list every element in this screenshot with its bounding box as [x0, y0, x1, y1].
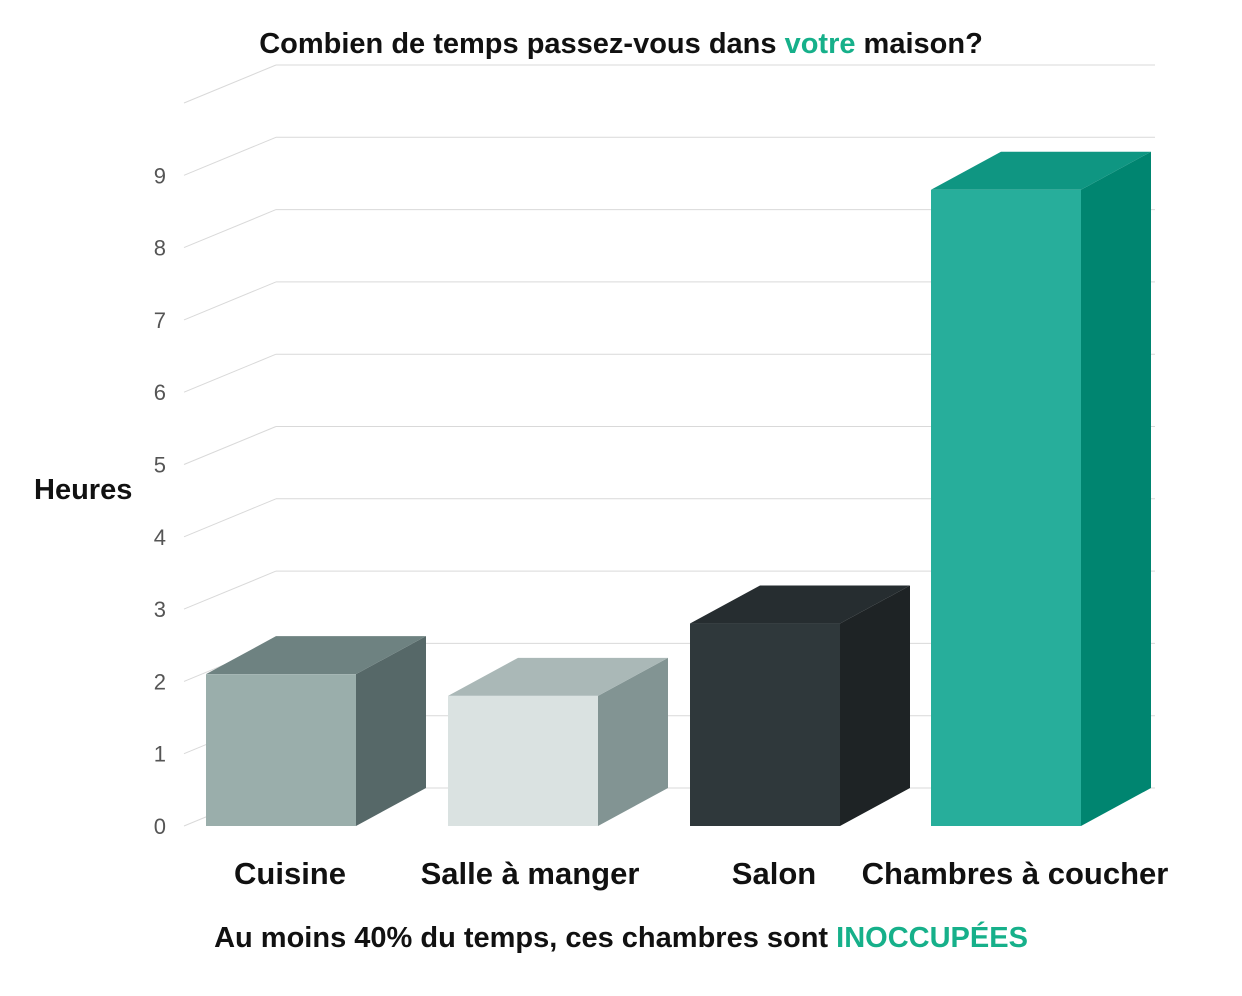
x-category-label: Cuisine [234, 856, 346, 891]
bar-front [931, 189, 1081, 826]
bar-3 [690, 585, 910, 826]
title-text-after: maison? [855, 28, 983, 60]
y-tick-label: 2 [154, 669, 166, 694]
gridline-diagonal [183, 570, 277, 610]
y-tick-label: 8 [154, 236, 166, 261]
x-axis-categories: Cuisine Salle à manger Salon Chambres à cou… [234, 856, 1168, 891]
bar-side [1081, 151, 1151, 826]
y-tick-label: 5 [154, 453, 166, 478]
x-category-label: Salon [732, 856, 816, 891]
y-tick-label: 7 [154, 308, 166, 333]
x-category-label: Chambres à coucher [862, 856, 1169, 891]
gridline-diagonal [183, 498, 277, 538]
bar-top [448, 657, 668, 696]
chart-title: Combien de temps passez-vous dans votre … [0, 28, 1242, 61]
y-axis-ticks: 0 1 2 3 4 5 6 7 8 9 [154, 163, 166, 839]
bar-4 [931, 151, 1151, 826]
bar-front [206, 674, 356, 826]
gridline-diagonal [183, 136, 277, 176]
footnote-highlight: INOCCUPÉES [836, 922, 1028, 954]
title-text-before: Combien de temps passez-vous dans [259, 28, 785, 60]
y-axis-label: Heures [34, 474, 133, 506]
gridline-diagonal [183, 64, 277, 104]
y-tick-label: 9 [154, 163, 166, 188]
bar-1 [206, 636, 426, 826]
bar-top [690, 585, 910, 624]
gridline-diagonal [183, 353, 277, 393]
bar-side [598, 657, 668, 826]
x-category-label: Salle à manger [421, 856, 640, 891]
bar-2 [448, 657, 668, 826]
bar-top [931, 151, 1151, 190]
gridline-diagonal [183, 209, 277, 249]
title-highlight: votre [784, 28, 856, 60]
bar-side [840, 585, 910, 826]
chart-footnote: Au moins 40% du temps, ces chambres sont… [0, 922, 1242, 955]
bars [206, 151, 1151, 826]
bar-front [448, 695, 598, 826]
y-tick-label: 0 [154, 814, 166, 839]
footnote-text: Au moins 40% du temps, ces chambres sont [214, 922, 837, 954]
y-tick-label: 6 [154, 380, 166, 405]
y-tick-label: 1 [154, 742, 166, 767]
bar-top [206, 636, 426, 675]
y-tick-label: 4 [154, 525, 166, 550]
y-tick-label: 3 [154, 597, 166, 622]
gridline-diagonal [183, 426, 277, 465]
gridline-diagonal [183, 281, 277, 321]
bar-front [690, 623, 840, 826]
bar-side [356, 636, 426, 826]
